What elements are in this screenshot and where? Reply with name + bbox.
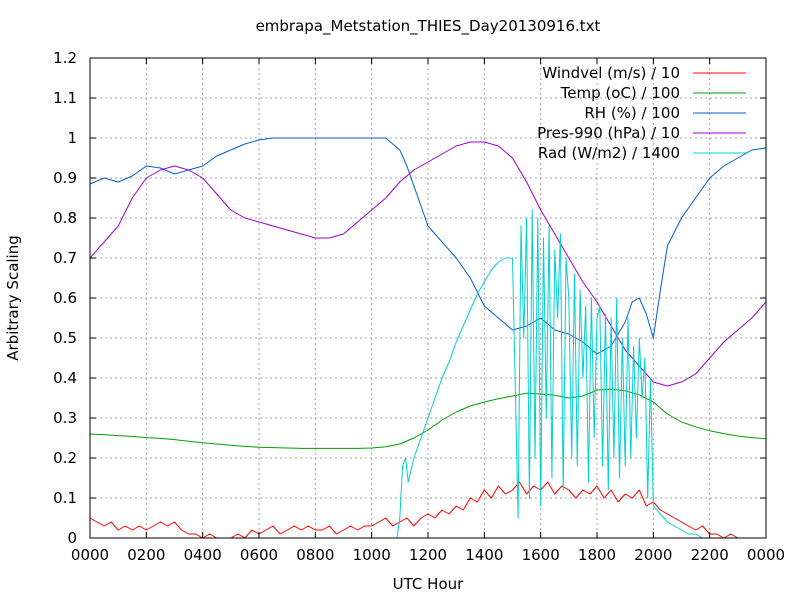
y-tick-label: 0.6 xyxy=(53,289,77,307)
y-tick-label: 0.2 xyxy=(53,449,77,467)
chart-title: embrapa_Metstation_THIES_Day20130916.txt xyxy=(256,17,601,36)
y-tick-label: 0.8 xyxy=(53,209,77,227)
legend-label: Windvel (m/s) / 10 xyxy=(542,64,680,82)
x-tick-label: 0200 xyxy=(127,546,165,564)
series-line-4 xyxy=(89,141,767,387)
y-tick-label: 0.5 xyxy=(53,329,77,347)
x-tick-label: 1000 xyxy=(353,546,391,564)
series-line-5 xyxy=(90,209,766,539)
x-tick-label: 0400 xyxy=(184,546,222,564)
legend-label: RH (%) / 100 xyxy=(584,104,680,122)
y-tick-label: 0.4 xyxy=(53,369,77,387)
series-line-3 xyxy=(89,137,767,355)
y-tick-label: 0.1 xyxy=(53,489,77,507)
x-tick-label: 0000 xyxy=(747,546,785,564)
y-tick-label: 1.1 xyxy=(53,89,77,107)
legend-label: Temp (oC) / 100 xyxy=(560,84,680,102)
y-tick-label: 0.9 xyxy=(53,169,77,187)
x-tick-label: 1600 xyxy=(522,546,560,564)
x-tick-label: 1800 xyxy=(578,546,616,564)
legend-label: Pres-990 (hPa) / 10 xyxy=(537,124,680,142)
x-axis-label: UTC Hour xyxy=(393,575,464,593)
grid xyxy=(90,58,766,538)
x-tick-label: 2000 xyxy=(634,546,672,564)
y-axis-ticks: 0 0.1 0.2 0.3 0.4 0.5 0.6 0.7 0.8 0.9 1 1.1 1.2 xyxy=(53,49,766,547)
y-tick-label: 0 xyxy=(67,529,77,547)
series-line-2 xyxy=(89,388,767,449)
y-tick-label: 0.3 xyxy=(53,409,77,427)
x-tick-label: 0600 xyxy=(240,546,278,564)
legend-label: Rad (W/m2) / 1400 xyxy=(538,144,680,162)
y-tick-label: 0.7 xyxy=(53,249,77,267)
x-tick-label: 1200 xyxy=(409,546,447,564)
y-tick-label: 1 xyxy=(67,129,77,147)
y-tick-label: 1.2 xyxy=(53,49,77,67)
legend: Windvel (m/s) / 10 Temp (oC) / 100 RH (%) … xyxy=(537,64,746,162)
x-tick-label: 0800 xyxy=(296,546,334,564)
x-tick-label: 0000 xyxy=(71,546,109,564)
y-axis-label: Arbitrary Scaling xyxy=(4,235,22,361)
x-tick-label: 1400 xyxy=(465,546,503,564)
x-axis-ticks: 0000 0200 0400 0600 0800 1000 1200 1400 1600 1800… xyxy=(71,58,785,564)
x-tick-label: 2200 xyxy=(691,546,729,564)
